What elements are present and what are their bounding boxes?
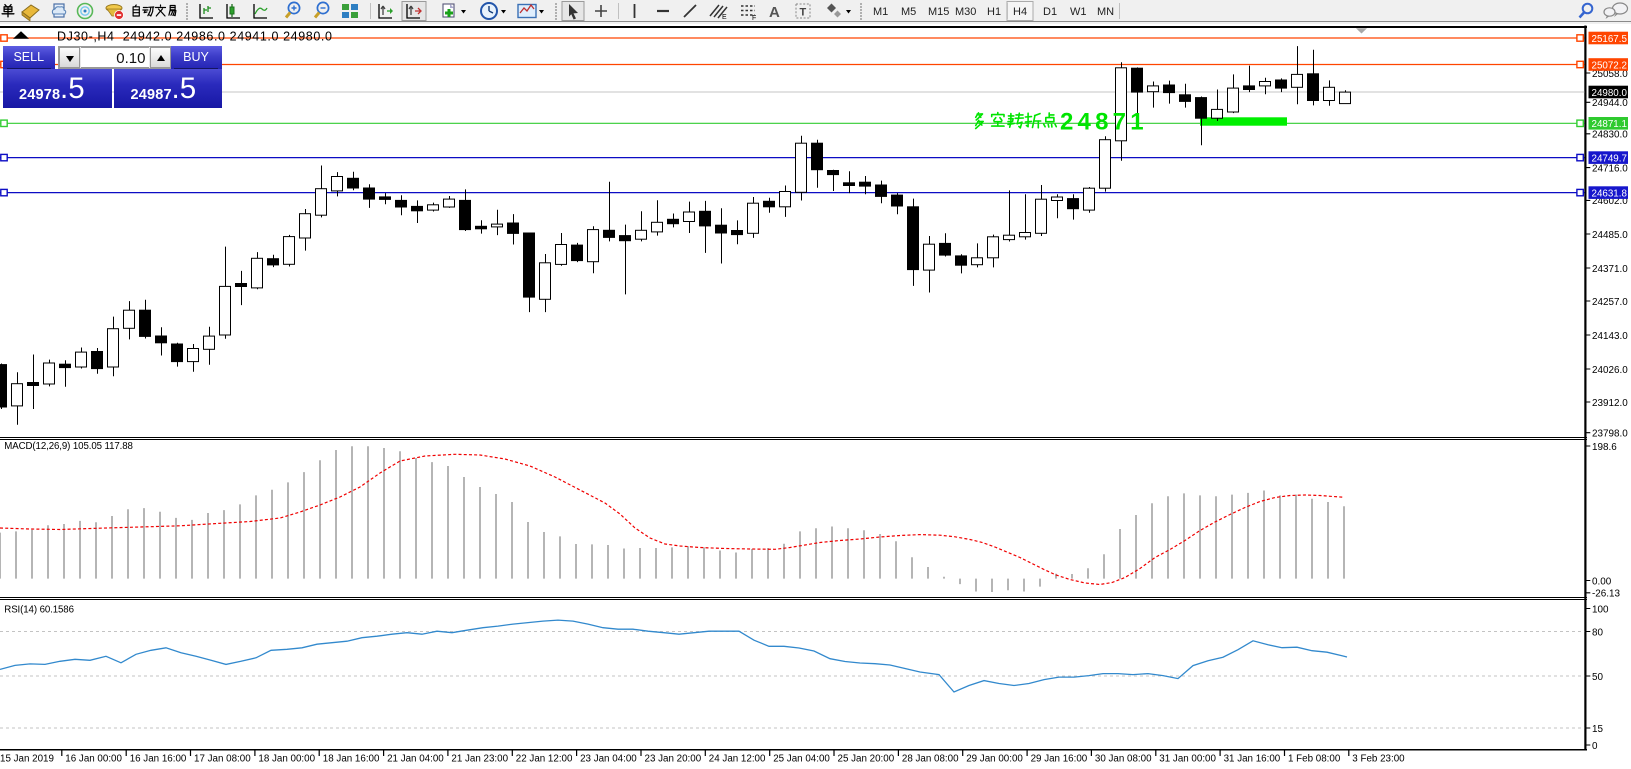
svg-text:16 Jan 16:00: 16 Jan 16:00 [130, 754, 187, 765]
svg-text:DJ30-,H4 24942.0 24986.0 2494: DJ30-,H4 24942.0 24986.0 24941.0 24980.0 [57, 30, 333, 44]
svg-text:80: 80 [1592, 627, 1603, 638]
svg-text:17 Jan 08:00: 17 Jan 08:00 [194, 754, 251, 765]
svg-text:16 Jan 00:00: 16 Jan 00:00 [65, 754, 122, 765]
svg-text:F: F [752, 15, 756, 22]
svg-text:1 Feb 08:00: 1 Feb 08:00 [1288, 754, 1341, 765]
svg-text:24 Jan 12:00: 24 Jan 12:00 [709, 754, 766, 765]
svg-text:25058.0: 25058.0 [1592, 69, 1628, 80]
svg-text:0.00: 0.00 [1592, 576, 1612, 587]
svg-text:23798.0: 23798.0 [1592, 429, 1628, 440]
svg-text:30 Jan 08:00: 30 Jan 08:00 [1095, 754, 1152, 765]
svg-text:M15: M15 [928, 6, 949, 18]
svg-text:24980.0: 24980.0 [1592, 88, 1628, 99]
svg-text:24143.0: 24143.0 [1592, 331, 1628, 342]
svg-text:E: E [722, 14, 727, 21]
svg-text:31 Jan 16:00: 31 Jan 16:00 [1224, 754, 1281, 765]
svg-text:H1: H1 [987, 6, 1001, 18]
svg-text:3 Feb 23:00: 3 Feb 23:00 [1352, 754, 1405, 765]
svg-text:21 Jan 04:00: 21 Jan 04:00 [387, 754, 444, 765]
svg-text:31 Jan 00:00: 31 Jan 00:00 [1159, 754, 1216, 765]
svg-text:24944.0: 24944.0 [1592, 98, 1628, 109]
svg-text:M5: M5 [901, 6, 916, 18]
svg-text:23 Jan 04:00: 23 Jan 04:00 [580, 754, 637, 765]
svg-text:-26.13: -26.13 [1592, 589, 1621, 600]
svg-text:MACD(12,26,9) 105.05 117.88: MACD(12,26,9) 105.05 117.88 [4, 441, 133, 452]
svg-text:15: 15 [1592, 724, 1603, 735]
svg-text:24830.0: 24830.0 [1592, 130, 1628, 141]
svg-text:24602.0: 24602.0 [1592, 196, 1628, 207]
svg-text:18 Jan 00:00: 18 Jan 00:00 [258, 754, 315, 765]
svg-text:21 Jan 23:00: 21 Jan 23:00 [451, 754, 508, 765]
svg-text:29 Jan 00:00: 29 Jan 00:00 [966, 754, 1023, 765]
svg-text:24631.8: 24631.8 [1592, 189, 1628, 200]
svg-text:M1: M1 [873, 6, 888, 18]
svg-text:50: 50 [1592, 672, 1603, 683]
svg-text:18 Jan 16:00: 18 Jan 16:00 [323, 754, 380, 765]
svg-text:W1: W1 [1070, 6, 1087, 18]
svg-text:T: T [800, 7, 807, 19]
svg-text:198.6: 198.6 [1592, 442, 1617, 453]
svg-text:23 Jan 20:00: 23 Jan 20:00 [645, 754, 702, 765]
svg-text:D1: D1 [1043, 6, 1057, 18]
svg-text:RSI(14) 60.1586: RSI(14) 60.1586 [4, 605, 74, 616]
svg-text:M30: M30 [955, 6, 976, 18]
svg-text:H4: H4 [1013, 6, 1027, 18]
svg-text:A: A [769, 4, 780, 21]
svg-text:24749.7: 24749.7 [1592, 154, 1627, 165]
svg-text:25 Jan 04:00: 25 Jan 04:00 [773, 754, 830, 765]
svg-text:24257.0: 24257.0 [1592, 297, 1628, 308]
svg-text:24716.0: 24716.0 [1592, 163, 1628, 174]
svg-text:29 Jan 16:00: 29 Jan 16:00 [1031, 754, 1088, 765]
svg-text:23912.0: 23912.0 [1592, 398, 1628, 409]
svg-text:24871: 24871 [1060, 109, 1148, 136]
svg-text:28 Jan 08:00: 28 Jan 08:00 [902, 754, 959, 765]
svg-text:24026.0: 24026.0 [1592, 365, 1628, 376]
svg-text:24371.0: 24371.0 [1592, 264, 1628, 275]
svg-text:25072.2: 25072.2 [1592, 60, 1627, 71]
svg-text:100: 100 [1592, 604, 1609, 615]
svg-text:24485.0: 24485.0 [1592, 230, 1628, 241]
svg-text:25167.5: 25167.5 [1592, 34, 1628, 45]
svg-text:24871.1: 24871.1 [1592, 119, 1627, 130]
svg-text:25 Jan 20:00: 25 Jan 20:00 [838, 754, 895, 765]
svg-text:22 Jan 12:00: 22 Jan 12:00 [516, 754, 573, 765]
svg-text:0: 0 [1592, 741, 1598, 752]
svg-text:15 Jan 2019: 15 Jan 2019 [0, 754, 54, 765]
svg-text:MN: MN [1097, 6, 1114, 18]
